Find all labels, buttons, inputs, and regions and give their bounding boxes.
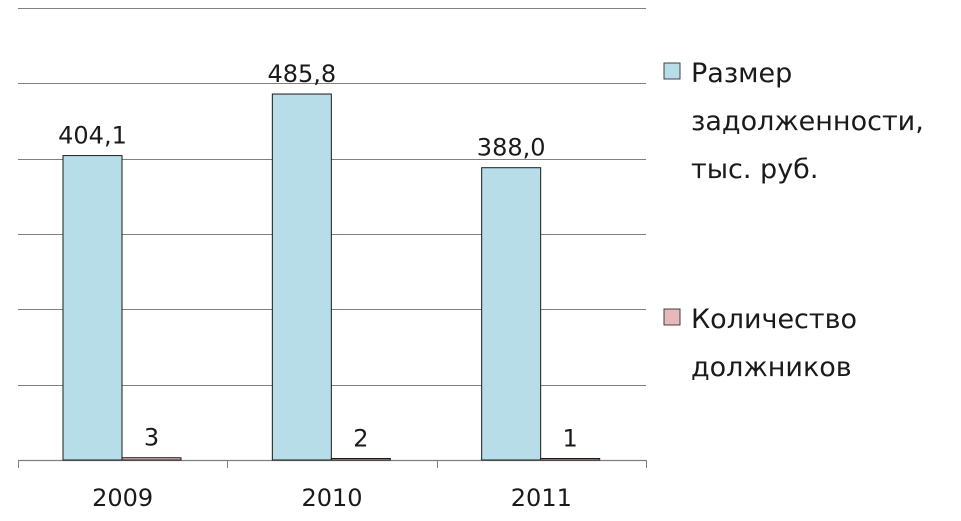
x-tick-label-2010: 2010 (301, 484, 362, 512)
bar-series2-2010 (330, 457, 391, 461)
legend-label-series1: тыс. руб. (691, 154, 818, 185)
legend-label-series2: должников (691, 352, 852, 383)
data-label-series1-2009: 404,1 (58, 122, 127, 150)
legend-label-series1: задолженности, (691, 106, 924, 137)
data-label-series2-2011: 1 (563, 425, 578, 453)
data-label-series2-2010: 2 (353, 424, 368, 452)
bar-series1-2011 (481, 167, 542, 461)
x-tick-label-2009: 2009 (92, 484, 153, 512)
x-tick-label-2011: 2011 (511, 484, 572, 512)
legend-label-series2: Количество (691, 304, 857, 335)
legend-label-series1: Размер (691, 58, 792, 89)
data-label-series1-2010: 485,8 (267, 60, 336, 88)
data-label-series2-2009: 3 (144, 424, 159, 452)
bar-series1-2009 (62, 155, 123, 461)
legend-swatch-series1 (663, 62, 681, 80)
bar-series2-2011 (540, 458, 601, 461)
bar-series2-2009 (121, 457, 182, 461)
legend-swatch-series2 (663, 308, 681, 326)
data-label-series1-2011: 388,0 (477, 134, 546, 162)
bar-series1-2010 (271, 93, 332, 461)
